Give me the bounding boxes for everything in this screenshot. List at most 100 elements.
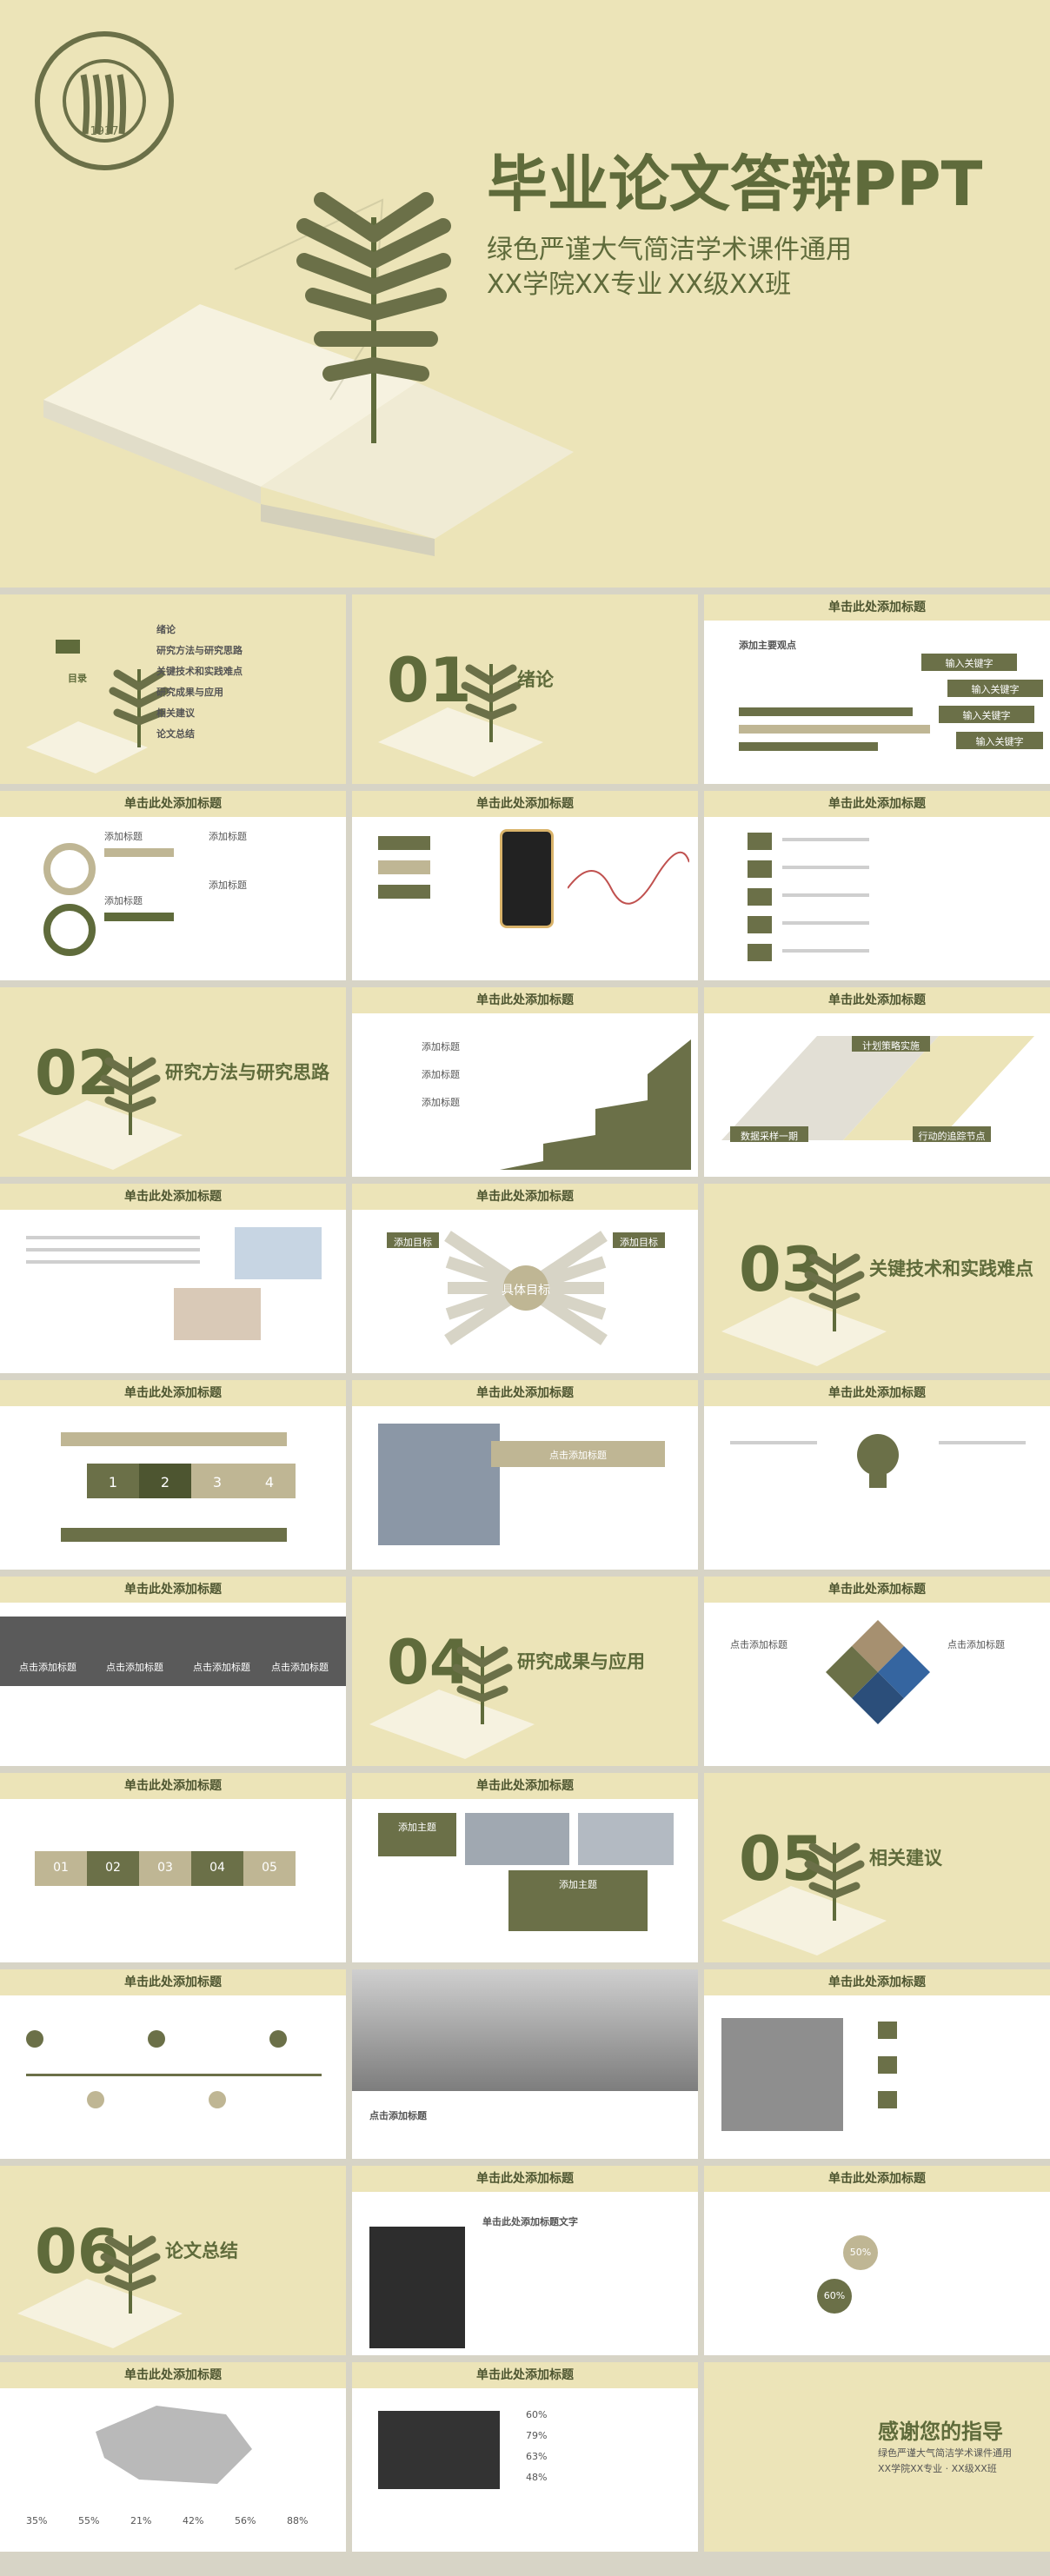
slide-title: 单击此处添加标题	[828, 2172, 926, 2186]
slide-steps[interactable]: 单击此处添加标题 1 2 3 4	[0, 1380, 346, 1570]
slide-photo-card[interactable]: 单击此处添加标题 点击添加标题	[352, 1380, 698, 1570]
laptop-pct: 63%	[526, 2451, 548, 2462]
section-number: 01	[387, 645, 472, 716]
keyword-box: 输入关键字	[971, 684, 1020, 695]
plan-label: 行动的追踪节点	[918, 1131, 986, 1142]
stat-title: 添加标题	[209, 831, 247, 842]
cover-class: XX级XX班	[668, 269, 792, 300]
plan-label: 数据采样一期	[741, 1131, 798, 1142]
click-title: 点击添加标题	[369, 2110, 427, 2121]
slide-stair-chart[interactable]: 单击此处添加标题 添加标题 添加标题 添加标题	[352, 987, 698, 1177]
keyword-box: 输入关键字	[975, 736, 1024, 747]
section-number: 04	[387, 1627, 472, 1698]
cover-slide[interactable]: 1937 毕业论文答辩PPT 绿色严谨大气简洁学术课件通用 XX学院XX专业 X…	[0, 0, 1050, 588]
slide-title: 单击此处添加标题	[476, 797, 574, 811]
slide-section-02[interactable]: 02 研究方法与研究思路	[0, 987, 346, 1177]
slide-title: 单击此处添加标题	[476, 1190, 574, 1204]
slide-phone-chart[interactable]: 单击此处添加标题	[352, 791, 698, 980]
slide-title: 单击此处添加标题	[476, 1386, 574, 1400]
pct-label: 50%	[849, 2247, 872, 2258]
slide-section-06[interactable]: 06 论文总结	[0, 2166, 346, 2355]
slide-building[interactable]: 单击此处添加标题	[704, 1969, 1050, 2159]
slide-city[interactable]: 点击添加标题	[352, 1969, 698, 2159]
logo-year: 1937	[90, 125, 119, 138]
step-number: 1	[108, 1474, 118, 1490]
laptop-pct: 79%	[526, 2430, 548, 2441]
slide-section-05[interactable]: 05 相关建议	[704, 1773, 1050, 1962]
toc-item[interactable]: 研究方法与研究思路	[156, 645, 243, 656]
laptop-pct: 60%	[526, 2409, 548, 2420]
toc-item[interactable]: 关键技术和实践难点	[156, 666, 243, 677]
slide-map[interactable]: 单击此处添加标题 35% 55% 21% 42% 56% 88%	[0, 2362, 346, 2552]
stat-title: 添加标题	[209, 880, 247, 891]
topic-label: 添加主题	[398, 1822, 436, 1833]
section-title: 研究成果与应用	[517, 1651, 645, 1672]
main-point-label: 添加主要观点	[739, 640, 796, 651]
map-pct: 35%	[26, 2515, 48, 2526]
box-title: 点击添加标题	[106, 1662, 163, 1673]
slide-icon-boxes[interactable]: 单击此处添加标题 点击添加标题 点击添加标题 点击添加标题 点击添加标题	[0, 1577, 346, 1766]
slide-title: 单击此处添加标题	[828, 1975, 926, 1989]
slide-title: 单击此处添加标题	[476, 993, 574, 1007]
slide-toc[interactable]: 目录 绪论 研究方法与研究思路 关键技术和实践难点 研究成果与应用 相关建议 论…	[0, 594, 346, 784]
map-pct: 21%	[130, 2515, 152, 2526]
map-pct: 55%	[78, 2515, 100, 2526]
stat-title: 添加标题	[104, 831, 143, 842]
slide-person[interactable]: 单击此处添加标题 单击此处添加标题文字	[352, 2166, 698, 2355]
slide-pct-circles[interactable]: 单击此处添加标题 50% 60%	[704, 2166, 1050, 2355]
toc-item[interactable]: 相关建议	[156, 707, 195, 719]
slide-title: 单击此处添加标题	[124, 1190, 222, 1204]
slide-icon-list[interactable]: 单击此处添加标题	[704, 791, 1050, 980]
slide-process-bars[interactable]: 单击此处添加标题 计划策略实施 数据采样一期 行动的追踪节点	[704, 987, 1050, 1177]
photo	[378, 1424, 500, 1545]
section-title: 绪论	[517, 669, 554, 690]
section-number: 03	[739, 1234, 824, 1305]
slide-topic-photos[interactable]: 单击此处添加标题 添加主题 添加主题	[352, 1773, 698, 1962]
step-number: 4	[264, 1474, 275, 1490]
step-number: 3	[212, 1474, 223, 1490]
slide-title: 单击此处添加标题	[124, 1583, 222, 1597]
map-pct: 42%	[183, 2515, 204, 2526]
arrow-step: 05	[262, 1861, 277, 1875]
section-number: 05	[739, 1823, 824, 1895]
slide-laptop[interactable]: 单击此处添加标题 60% 79% 63% 48%	[352, 2362, 698, 2552]
cover-subtitle: 绿色严谨大气简洁学术课件通用	[487, 235, 852, 265]
slide-diamonds[interactable]: 单击此处添加标题 点击添加标题 点击添加标题	[704, 1577, 1050, 1766]
slide-search-stats[interactable]: 单击此处添加标题 添加标题 添加标题 添加标题 添加标题	[0, 791, 346, 980]
slide-target-diagram[interactable]: 单击此处添加标题 具体目标 添加目标 添加目标	[352, 1184, 698, 1373]
toc-item[interactable]: 论文总结	[156, 728, 195, 740]
phone-illustration	[500, 829, 554, 928]
slide-title: 单击此处添加标题	[828, 601, 926, 614]
slide-thanks[interactable]: 感谢您的指导 绿色严谨大气简洁学术课件通用 XX学院XX专业 · XX级XX班	[704, 2362, 1050, 2552]
arrow-step: 02	[105, 1861, 121, 1875]
arrow-step: 01	[53, 1861, 69, 1875]
section-title: 相关建议	[869, 1848, 942, 1869]
slide-title: 单击此处添加标题	[476, 1779, 574, 1793]
slide-section-04[interactable]: 04 研究成果与应用	[352, 1577, 698, 1766]
target-label: 添加目标	[620, 1237, 658, 1248]
slide-timeline[interactable]: 单击此处添加标题	[0, 1969, 346, 2159]
box-title: 点击添加标题	[271, 1662, 329, 1673]
slide-section-03[interactable]: 03 关键技术和实践难点	[704, 1184, 1050, 1373]
stat-title: 添加标题	[422, 1069, 460, 1080]
slide-title: 单击此处添加标题	[828, 993, 926, 1007]
step-number: 2	[160, 1474, 170, 1490]
section-title: 关键技术和实践难点	[869, 1258, 1033, 1279]
section-number: 06	[35, 2216, 120, 2287]
slide-title: 单击此处添加标题	[124, 1386, 222, 1400]
cover-school: XX学院XX专业	[487, 269, 663, 300]
book-illustration	[43, 192, 574, 556]
slide-title: 单击此处添加标题	[828, 1583, 926, 1597]
section-number: 02	[35, 1038, 120, 1109]
slide-title: 单击此处添加标题	[476, 2172, 574, 2186]
slide-keywords[interactable]: 单击此处添加标题 添加主要观点 输入关键字 输入关键字 输入关键字 输入关键字	[704, 594, 1050, 784]
slide-photos-text[interactable]: 单击此处添加标题	[0, 1184, 346, 1373]
toc-item[interactable]: 绪论	[156, 624, 176, 635]
toc-item[interactable]: 研究成果与应用	[156, 687, 223, 698]
slide-arrow-steps[interactable]: 单击此处添加标题 01 02 03 04 05	[0, 1773, 346, 1962]
slide-title: 单击此处添加标题	[124, 797, 222, 811]
slide-section-01[interactable]: 01 绪论	[352, 594, 698, 784]
map-pct: 56%	[235, 2515, 256, 2526]
map-pct: 88%	[287, 2515, 309, 2526]
slide-bulb[interactable]: 单击此处添加标题	[704, 1380, 1050, 1570]
